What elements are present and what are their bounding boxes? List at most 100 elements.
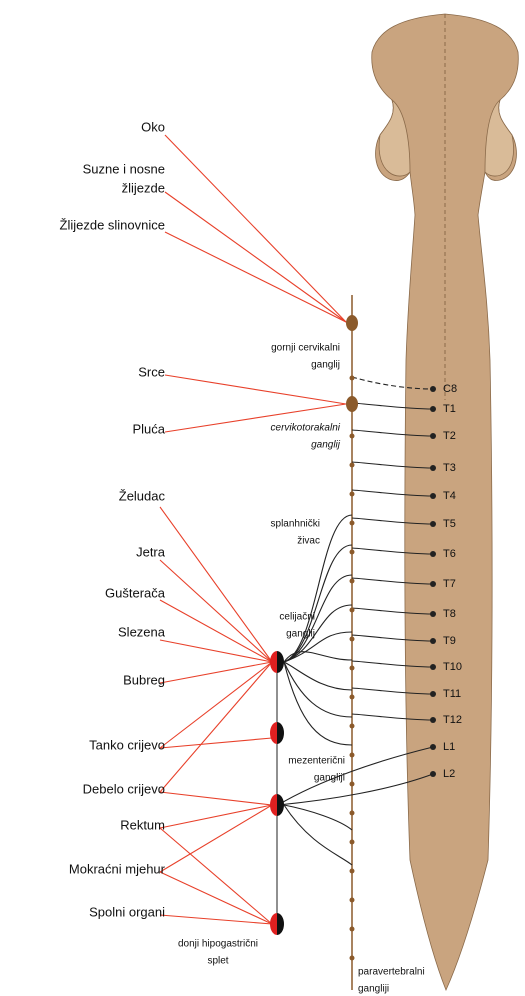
chain-dot [350, 463, 355, 468]
ganglion-label: cervikotorakalni [271, 423, 341, 434]
ganglion-label: ganglij [311, 360, 340, 371]
organ-label: Slezena [118, 624, 166, 639]
ganglion-label: gornji cervikalni [271, 343, 340, 354]
organ-label: Srce [138, 364, 165, 379]
ganglion-label: živac [297, 536, 320, 547]
segment-dot [430, 493, 436, 499]
ganglion-label: donji hipogastrični [178, 939, 258, 950]
chain-dot [350, 637, 355, 642]
segment-dot [430, 465, 436, 471]
segment-dot [430, 611, 436, 617]
organ-nerve [165, 232, 346, 322]
chain-dot [350, 869, 355, 874]
chain-dot [350, 492, 355, 497]
ganglion-label: paravertebralni [358, 967, 425, 978]
ganglion-right [277, 651, 284, 673]
ganglion-label: splet [207, 956, 228, 967]
diagram: Oko Suzne i nosne žlijezde Žlijezde slinovn… [0, 0, 525, 996]
ganglion-label: splanhnički [271, 519, 320, 530]
organ-nerve [160, 828, 272, 924]
segment-label: T1 [443, 403, 456, 415]
ganglion-label: gangliji [358, 984, 389, 995]
organ-label: Žlijezde slinovnice [60, 217, 166, 232]
chain-dot [350, 579, 355, 584]
splanchnic [284, 545, 352, 662]
organ-nerve [160, 640, 272, 662]
organ-nerve [160, 792, 272, 805]
chain-dot [350, 550, 355, 555]
organ-label: Debelo crijevo [83, 781, 165, 796]
chain-dot [350, 811, 355, 816]
chain-dot [350, 521, 355, 526]
chain-dot [350, 695, 355, 700]
segment-label: T2 [443, 430, 456, 442]
organ-nerve [165, 375, 346, 404]
segment-dot [430, 386, 436, 392]
segment-label: T10 [443, 661, 462, 673]
organ-nerve [165, 192, 346, 322]
chain-dot [350, 753, 355, 758]
organ-label: Mokraćni mjehur [69, 861, 166, 876]
ganglion-label: gangliji [314, 773, 345, 784]
organ-nerve [160, 507, 272, 662]
ganglion-label: ganglij [286, 629, 315, 640]
organ-label: Želudac [119, 488, 166, 503]
segment-label: T4 [443, 490, 456, 502]
segment-label: T9 [443, 635, 456, 647]
ganglion-left [270, 794, 277, 816]
chain-dot [350, 927, 355, 932]
mes-branch [284, 805, 352, 830]
organ-nerve [160, 560, 272, 662]
organ-label: Bubreg [123, 672, 165, 687]
segment-dot [430, 664, 436, 670]
ganglion [346, 315, 358, 331]
segment-label: T8 [443, 608, 456, 620]
segment-label: C8 [443, 383, 457, 395]
segment-label: T11 [443, 688, 461, 700]
chain-dot [350, 840, 355, 845]
organ-label: žlijezde [122, 180, 165, 195]
celiac-branch [284, 662, 352, 745]
segment-dot [430, 551, 436, 557]
organ-nerve [160, 738, 272, 748]
ganglion-label: mezenterični [288, 756, 345, 767]
organ-nerve [165, 135, 346, 322]
chain-dot [350, 376, 355, 381]
ganglion-right [277, 794, 284, 816]
organ-label: Suzne i nosne [83, 161, 165, 176]
chain-dot [350, 608, 355, 613]
chain-dot [350, 434, 355, 439]
organ-label: Jetra [136, 544, 166, 559]
celiac-branch [284, 662, 352, 690]
organ-nerve [160, 600, 272, 662]
organ-label: Spolni organi [89, 904, 165, 919]
chain-dot [350, 956, 355, 961]
segment-dot [430, 581, 436, 587]
chain-dot [350, 666, 355, 671]
segment-label: T6 [443, 548, 456, 560]
organ-nerve [160, 662, 272, 748]
ganglion-right [277, 722, 284, 744]
ganglion-right [277, 913, 284, 935]
organ-label: Oko [141, 119, 165, 134]
segment-dot [430, 638, 436, 644]
ganglion-left [270, 722, 277, 744]
ganglion [346, 396, 358, 412]
segment-dot [430, 433, 436, 439]
segment-label: L1 [443, 741, 455, 753]
chain-dot [350, 898, 355, 903]
segment-dot [430, 521, 436, 527]
segment-label: L2 [443, 768, 455, 780]
ganglion-label: celijačni [279, 612, 315, 623]
chain-dot [350, 724, 355, 729]
organ-label: Pluća [132, 421, 165, 436]
organ-nerve [160, 662, 272, 792]
ganglion-left [270, 651, 277, 673]
segment-label: T5 [443, 518, 456, 530]
organ-nerve [160, 805, 272, 828]
segment-dot [430, 691, 436, 697]
organ-nerve [160, 662, 272, 683]
organ-label: Tanko crijevo [89, 737, 165, 752]
segment-dot [430, 717, 436, 723]
layer: Oko Suzne i nosne žlijezde Žlijezde slinovn… [60, 119, 462, 994]
